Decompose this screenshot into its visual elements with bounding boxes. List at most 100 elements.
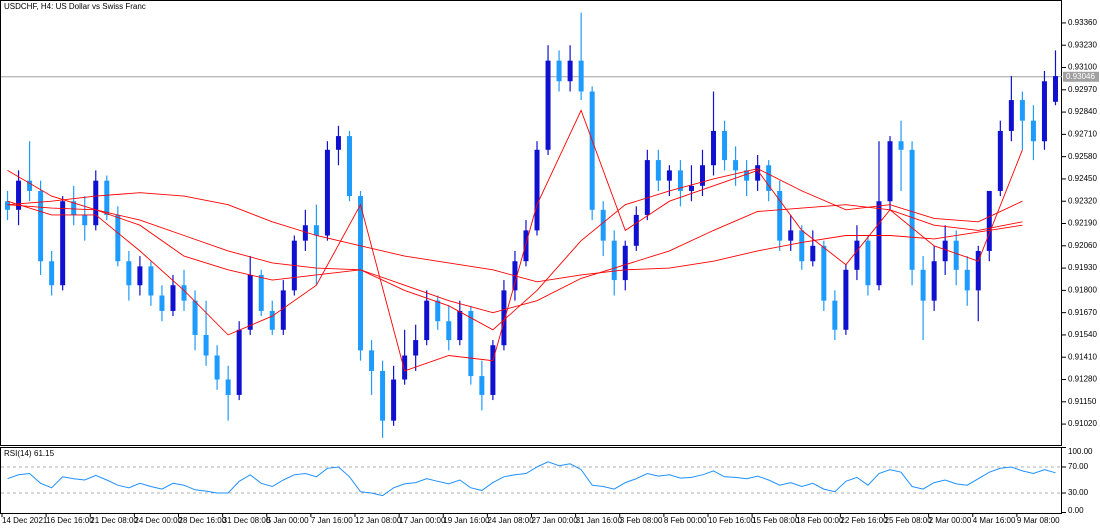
candle-body	[799, 230, 805, 262]
candle-body	[545, 60, 551, 150]
y-tick-label: 0.92060	[1068, 241, 1097, 250]
candle-body	[93, 180, 99, 226]
x-tick-label: 16 Dec 16:00	[46, 516, 94, 525]
x-tick-label: 9 Mar 08:00	[1017, 516, 1060, 525]
candle-body	[446, 321, 452, 341]
y-tick-label: 0.93230	[1068, 40, 1097, 49]
x-tick-label: 17 Jan 00:00	[399, 516, 446, 525]
candle-body	[5, 201, 11, 210]
x-tick-label: 5 Jan 00:00	[267, 516, 309, 525]
candle-body	[137, 266, 143, 286]
x-tick-label: 31 Dec 08:00	[223, 516, 271, 525]
x-tick-label: 7 Jan 16:00	[311, 516, 353, 525]
candle-body	[854, 240, 860, 270]
x-tick-label: 18 Feb 00:00	[796, 516, 844, 525]
candle-body	[567, 60, 573, 82]
candle-body	[60, 201, 66, 286]
x-tick-label: 25 Feb 08:00	[885, 516, 933, 525]
candle-body	[898, 141, 904, 150]
candle-body	[975, 250, 981, 291]
y-tick-label: 30.00	[1068, 488, 1089, 497]
y-tick-label: 0.92190	[1068, 219, 1097, 228]
candle-body	[953, 240, 959, 270]
candle-body	[589, 91, 595, 210]
candle-body	[380, 370, 386, 421]
candle-body	[722, 130, 728, 161]
candle-body	[302, 225, 308, 241]
y-tick-label: 0.91150	[1068, 397, 1097, 406]
x-tick-label: 27 Jan 00:00	[532, 516, 579, 525]
candle-body	[909, 149, 915, 270]
candle-body	[733, 160, 739, 171]
candle-body	[876, 201, 882, 286]
candle-body	[611, 240, 617, 281]
candle-body	[49, 261, 55, 286]
candle-body	[986, 190, 992, 251]
y-tick-label: 0.92840	[1068, 107, 1097, 116]
candle-body	[236, 329, 242, 395]
candle-body	[247, 274, 253, 330]
candle-body	[170, 285, 176, 311]
moving-average	[7, 168, 1023, 331]
moving-average	[7, 204, 1023, 314]
candle-body	[821, 245, 827, 301]
rsi-line	[7, 461, 1056, 497]
x-tick-label: 10 Feb 16:00	[708, 516, 756, 525]
candle-body	[181, 285, 187, 301]
candle-body	[402, 355, 408, 380]
x-tick-label: 24 Jan 08:00	[487, 516, 534, 525]
candle-body	[677, 170, 683, 191]
candle-body	[578, 60, 584, 92]
candle-body	[633, 214, 639, 246]
candle-body	[424, 300, 430, 341]
x-tick-label: 31 Jan 16:00	[576, 516, 623, 525]
y-tick-label: 0.92710	[1068, 129, 1097, 138]
candle-body	[148, 266, 154, 296]
rsi-frame	[0, 447, 1062, 514]
main-frame	[0, 0, 1062, 446]
candle-body	[391, 379, 397, 421]
candle-body	[435, 300, 441, 322]
candle-body	[997, 130, 1003, 191]
y-tick-label: 70.00	[1068, 462, 1089, 471]
x-tick-label: 28 Dec 16:00	[179, 516, 227, 525]
candle-body	[843, 269, 849, 330]
candle-body	[324, 149, 330, 236]
y-tick-label: 0.92450	[1068, 174, 1097, 183]
moving-average	[7, 109, 1023, 372]
candle-body	[1052, 76, 1058, 102]
y-tick-label: 0.93360	[1068, 18, 1097, 27]
candle-body	[688, 185, 694, 191]
y-tick-label: 0.92970	[1068, 85, 1097, 94]
candle-body	[490, 345, 496, 395]
candle-body	[523, 230, 529, 262]
y-tick-label: 0.00	[1068, 506, 1084, 515]
y-tick-label: 0.91540	[1068, 330, 1097, 339]
rsi-value: 61.15	[34, 449, 55, 458]
y-tick-label: 0.91020	[1068, 419, 1097, 428]
candle-body	[16, 180, 22, 210]
candle-body	[203, 334, 209, 356]
candle-body	[711, 130, 717, 166]
x-tick-label: 24 Dec 00:00	[134, 516, 182, 525]
candle-body	[534, 149, 540, 231]
candle-body	[1008, 100, 1014, 131]
candle-body	[192, 300, 198, 335]
moving-average	[7, 192, 1023, 283]
candle-body	[655, 160, 661, 181]
candle-body	[27, 180, 33, 191]
candle-body	[931, 261, 937, 301]
y-tick-label: 0.91930	[1068, 263, 1097, 272]
candle-body	[159, 295, 165, 311]
candle-body	[71, 201, 77, 215]
x-tick-label: 21 Dec 08:00	[90, 516, 138, 525]
candle-body	[666, 170, 672, 181]
candle-body	[346, 136, 352, 197]
x-tick-label: 8 Feb 00:00	[664, 516, 707, 525]
x-tick-label: 4 Mar 16:00	[973, 516, 1016, 525]
candle-body	[777, 190, 783, 241]
candle-body	[115, 214, 121, 262]
candle-body	[766, 165, 772, 191]
x-tick-label: 3 Feb 08:00	[620, 516, 663, 525]
